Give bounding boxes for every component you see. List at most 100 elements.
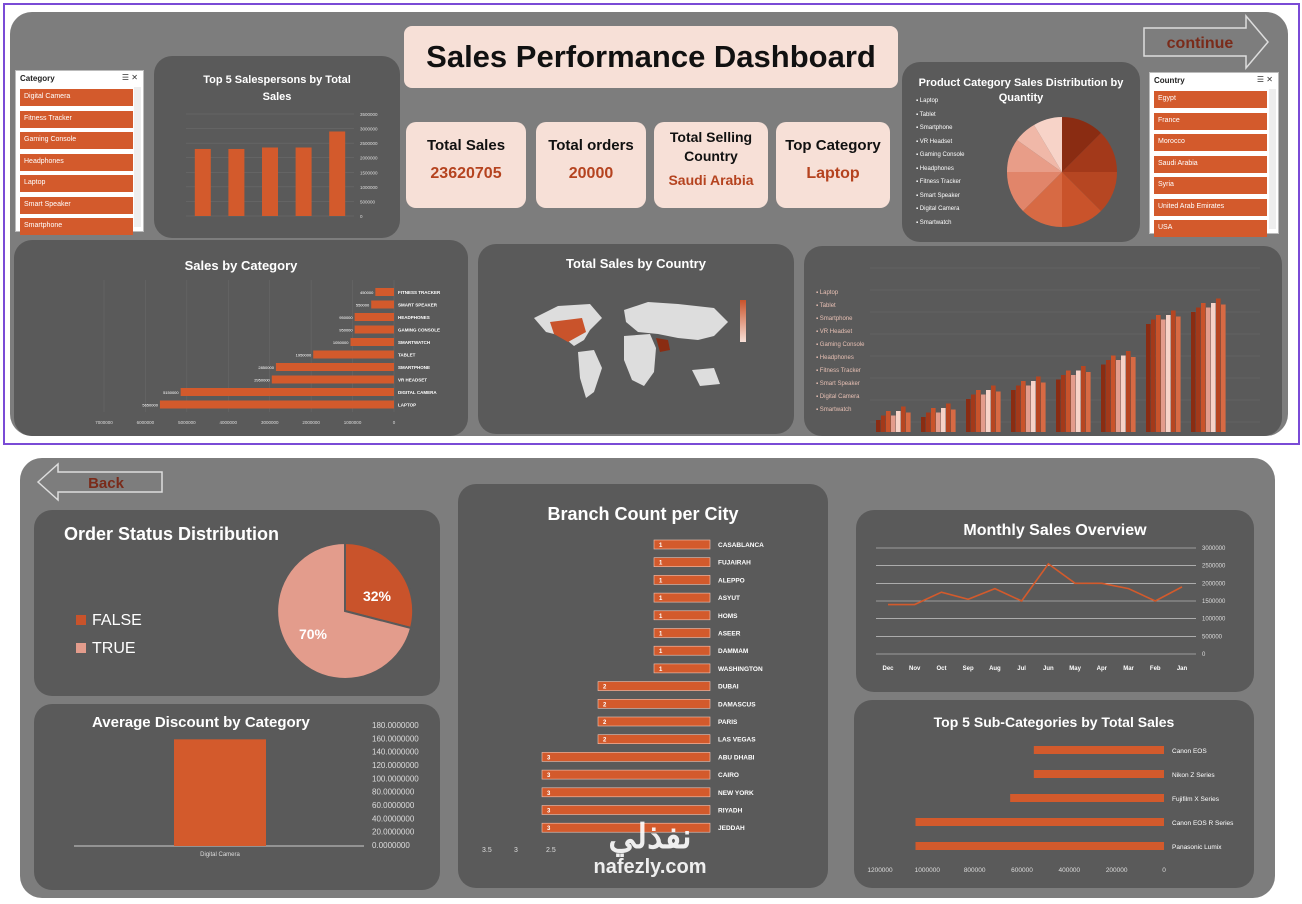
column-bar bbox=[891, 415, 896, 432]
branch-bar-value: 3 bbox=[547, 791, 551, 797]
column-bar bbox=[901, 406, 906, 432]
branch-bar-value: 1 bbox=[659, 614, 663, 620]
filter-clear-icon[interactable]: ☰ ✕ bbox=[121, 73, 138, 82]
pie-legend-item: ▪ Headphones bbox=[916, 165, 954, 172]
category-slicer-item[interactable]: Laptop bbox=[20, 175, 133, 192]
x-tick-label: 3000000 bbox=[261, 420, 279, 425]
country-slicer-item[interactable]: France bbox=[1154, 112, 1267, 130]
city-label: LAS VEGAS bbox=[718, 737, 756, 744]
order-status-pie: 32% 70% bbox=[276, 541, 415, 680]
order-status-panel: Order Status Distribution FALSE TRUE 32%… bbox=[34, 510, 440, 696]
column-bar bbox=[976, 390, 981, 432]
branch-bar bbox=[653, 592, 711, 603]
category-pie-title: Product Category Sales Distribution by Q… bbox=[918, 77, 1124, 104]
city-label: CASABLANCA bbox=[718, 542, 764, 549]
avg-discount-chart: 180.0000000 160.0000000 140.0000000 120.000… bbox=[74, 721, 419, 858]
column-bar bbox=[1111, 355, 1116, 432]
category-column-panel: ▪ Laptop ▪ Tablet ▪ Smartphone ▪ VR Headset… bbox=[804, 246, 1282, 436]
country-slicer-scrollbar[interactable] bbox=[1269, 89, 1276, 229]
continue-button[interactable]: continue bbox=[1142, 14, 1272, 70]
column-bar bbox=[881, 415, 886, 432]
watermark-url: nafezly.com bbox=[593, 856, 707, 878]
column-legend-item: ▪ Gaming Console bbox=[816, 342, 865, 348]
country-slicer-item[interactable]: Morocco bbox=[1154, 134, 1267, 151]
branch-bar bbox=[597, 681, 711, 691]
pie-legend-item: ▪ Gaming Console bbox=[916, 152, 965, 158]
subcategory-panel: Top 5 Sub-Categories by Total Sales Cano… bbox=[854, 700, 1254, 888]
category-bar bbox=[275, 363, 394, 371]
branch-bar-value: 3 bbox=[547, 755, 551, 761]
country-slicer-item[interactable]: USA bbox=[1154, 220, 1267, 237]
category-slicer[interactable]: Category ☰ ✕ Digital Camera Fitness Track… bbox=[15, 70, 144, 235]
branch-bar-value: 1 bbox=[659, 578, 663, 584]
column-bar bbox=[1191, 312, 1196, 432]
pie-legend-item: ▪ Smartwatch bbox=[916, 219, 952, 226]
category-slicer-scrollbar[interactable] bbox=[134, 87, 141, 227]
x-tick-label: 200000 bbox=[1106, 867, 1128, 874]
category-label: SMARTPHONE bbox=[398, 365, 430, 370]
sales-by-country-panel: Total Sales by Country bbox=[478, 244, 794, 434]
category-bar-value: 1950000 bbox=[296, 353, 312, 358]
category-slicer-item[interactable]: Headphones bbox=[20, 153, 133, 171]
x-tick-label: 1200000 bbox=[867, 867, 893, 874]
pie-legend-item: ▪ Fitness Tracker bbox=[916, 179, 961, 185]
month-label: Sep bbox=[963, 666, 974, 672]
category-slicer-item[interactable]: Gaming Console bbox=[20, 132, 133, 149]
y-tick-label: 3000000 bbox=[360, 127, 378, 132]
monthly-sales-chart: 3000000 2500000 2000000 1500000 1000000 50000… bbox=[876, 546, 1226, 672]
month-label: Aug bbox=[989, 666, 1001, 672]
category-slicer-item[interactable]: Smart Speaker bbox=[20, 196, 133, 214]
category-bar bbox=[350, 338, 394, 346]
y-tick-label: 0.0000000 bbox=[372, 841, 410, 850]
category-slicer-item[interactable]: Fitness Tracker bbox=[20, 110, 133, 128]
x-tick-label: 6000000 bbox=[137, 420, 155, 425]
back-button[interactable]: Back bbox=[36, 462, 168, 502]
country-slicer-item[interactable]: Syria bbox=[1154, 177, 1267, 194]
category-bar-value: 550000 bbox=[356, 303, 370, 308]
category-slicer-item[interactable]: Digital Camera bbox=[20, 89, 133, 106]
column-bar bbox=[1166, 315, 1171, 432]
branch-bar-value: 3 bbox=[547, 809, 551, 815]
country-slicer-item[interactable]: Egypt bbox=[1154, 91, 1267, 108]
column-bar bbox=[981, 394, 986, 432]
category-slicer-item[interactable]: Smartphone bbox=[20, 218, 133, 235]
avg-discount-title: Average Discount by Category bbox=[92, 714, 310, 731]
dashboard-title-box: Sales Performance Dashboard bbox=[404, 26, 898, 88]
branch-bar bbox=[541, 752, 711, 762]
sales-dashboard-page: Sales Performance Dashboard continue Tot… bbox=[10, 12, 1288, 436]
column-bar bbox=[1221, 304, 1226, 432]
category-label: VR HEADSET bbox=[398, 378, 427, 383]
order-status-legend: FALSE TRUE bbox=[76, 612, 142, 658]
country-slicer[interactable]: Country ☰ ✕ Egypt France Morocco Saudi Arab… bbox=[1149, 72, 1279, 237]
city-label: FUJAIRAH bbox=[718, 560, 751, 567]
column-bar bbox=[896, 411, 901, 432]
column-bar bbox=[1131, 357, 1136, 432]
watermark-arabic: نفذلي bbox=[608, 818, 692, 856]
subcategory-bar bbox=[1033, 770, 1164, 778]
salesperson-bar bbox=[262, 147, 278, 216]
top5-salespersons-panel: Top 5 Salespersons by Total Sales 350000… bbox=[154, 56, 400, 238]
category-label: LAPTOP bbox=[398, 403, 416, 408]
y-tick-label: 500000 bbox=[360, 199, 376, 204]
monthly-sales-panel: Monthly Sales Overview 3000000 2500000 200… bbox=[856, 510, 1254, 692]
category-pie-panel: Product Category Sales Distribution by Q… bbox=[902, 62, 1140, 242]
x-tick-label: 2000000 bbox=[302, 420, 320, 425]
column-bar bbox=[1171, 310, 1176, 432]
column-bar bbox=[986, 390, 991, 432]
country-slicer-item[interactable]: Saudi Arabia bbox=[1154, 155, 1267, 173]
x-tick-label: 400000 bbox=[1058, 867, 1080, 874]
map-legend-gradient bbox=[740, 300, 746, 342]
branch-count-title: Branch Count per City bbox=[547, 504, 739, 524]
category-bar bbox=[375, 288, 394, 296]
column-bar bbox=[1161, 319, 1166, 432]
y-tick-label: 100.0000000 bbox=[372, 774, 419, 783]
filter-clear-icon[interactable]: ☰ ✕ bbox=[1256, 75, 1273, 84]
branch-bar-value: 1 bbox=[659, 596, 663, 602]
category-bar bbox=[180, 388, 394, 396]
pie-legend-item: ▪ VR Headset bbox=[916, 138, 953, 145]
subcategory-label: Nikon Z Series bbox=[1172, 772, 1215, 779]
country-slicer-item[interactable]: United Arab Emirates bbox=[1154, 198, 1267, 216]
branch-bar bbox=[653, 645, 711, 656]
column-legend-item: ▪ Fitness Tracker bbox=[816, 368, 861, 374]
city-label: CAIRO bbox=[718, 772, 739, 779]
